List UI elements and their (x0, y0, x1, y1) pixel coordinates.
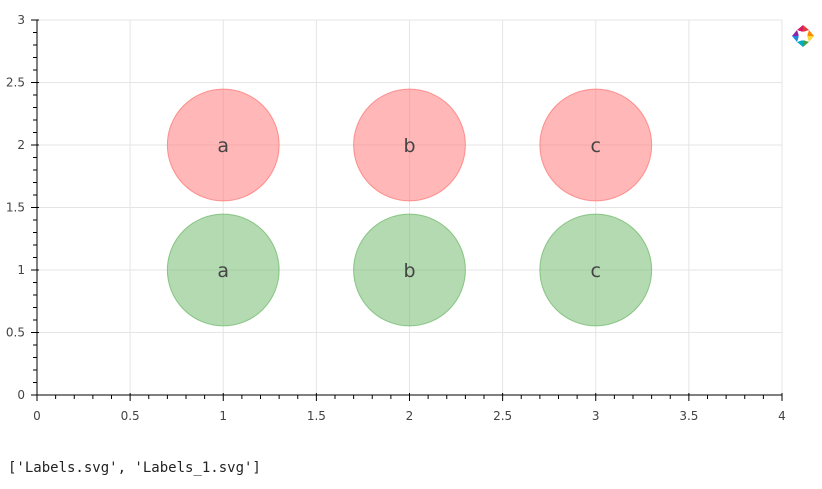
y-tick-label: 0.5 (6, 326, 25, 340)
grid-lines (37, 19, 783, 395)
point-label: b (403, 260, 415, 282)
x-tick-label: 1 (219, 409, 227, 423)
y-tick-label: 1 (17, 263, 25, 277)
y-tick-label: 2 (17, 138, 25, 152)
x-tick-label: 2.5 (493, 409, 512, 423)
x-tick-label: 0.5 (121, 409, 140, 423)
point-label: c (591, 260, 601, 282)
x-tick-label: 1.5 (307, 409, 326, 423)
y-tick-label: 3 (17, 13, 25, 27)
y-tick-label: 0 (17, 388, 25, 402)
scatter-point[interactable] (353, 88, 466, 202)
x-tick-label: 3 (592, 409, 600, 423)
scatter-point[interactable] (166, 88, 280, 202)
point-label: a (217, 260, 229, 282)
scatter-point[interactable] (353, 213, 466, 327)
scatter-point[interactable] (539, 213, 653, 327)
x-tick-label: 0 (33, 409, 41, 423)
point-label: c (591, 135, 601, 157)
bokeh-logo-icon[interactable] (789, 22, 817, 50)
point-label: b (403, 135, 415, 157)
scatter-point[interactable] (539, 88, 653, 202)
y-tick-label: 1.5 (6, 201, 25, 215)
x-tick-label: 4 (778, 409, 786, 423)
y-tick-label: 2.5 (6, 76, 25, 90)
point-label: a (217, 135, 229, 157)
output-text: ['Labels.svg', 'Labels_1.svg'] (8, 460, 261, 476)
plot-marks: a b c a b c (166, 88, 653, 327)
x-tick-label: 2 (406, 409, 414, 423)
scatter-plot: a b c a b c 0 0.5 1 1.5 2 2.5 3 3.5 4 0 0.5 1 1.5 2 2.5 3 (6, 13, 786, 423)
scatter-point[interactable] (166, 213, 280, 327)
x-tick-label: 3.5 (679, 409, 698, 423)
axes: 0 0.5 1 1.5 2 2.5 3 3.5 4 0 0.5 1 1.5 2 2.5 3 (6, 13, 786, 423)
